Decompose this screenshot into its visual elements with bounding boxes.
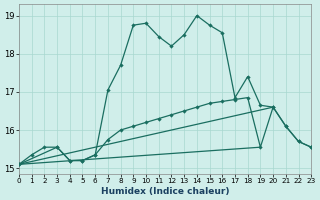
X-axis label: Humidex (Indice chaleur): Humidex (Indice chaleur) bbox=[101, 187, 229, 196]
